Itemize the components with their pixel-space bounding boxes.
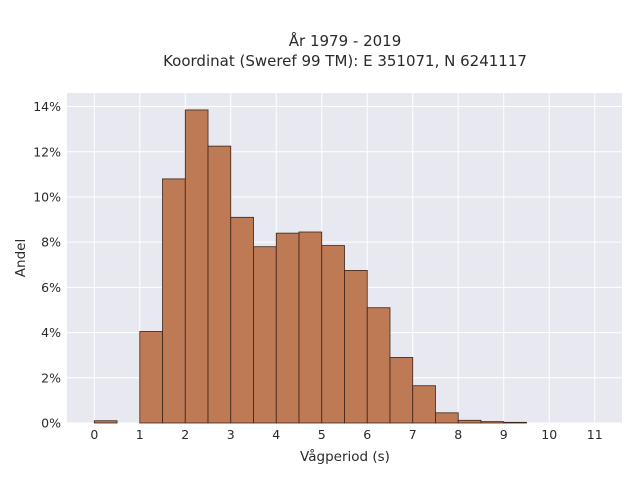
y-tick-label: 8% [41, 235, 61, 250]
y-tick-label: 2% [41, 370, 61, 385]
x-tick-label: 11 [587, 427, 603, 442]
histogram-bar [457, 419, 482, 424]
chart-title-line2: Koordinat (Sweref 99 TM): E 351071, N 62… [163, 52, 527, 70]
histogram-bar [184, 109, 209, 424]
x-tick-label: 7 [409, 427, 417, 442]
y-tick-label: 4% [41, 325, 61, 340]
x-axis-ticks: 0 1 2 3 4 5 6 7 8 9 10 11 [90, 427, 602, 442]
histogram-bar [207, 145, 232, 424]
y-tick-label: 6% [41, 280, 61, 295]
x-tick-label: 5 [318, 427, 326, 442]
y-tick-label: 10% [33, 189, 61, 204]
y-tick-label: 12% [33, 144, 61, 159]
histogram-bar [366, 307, 391, 424]
histogram-bar [93, 420, 118, 424]
y-axis-ticks: 0% 2% 4% 6% 8% 10% 12% 14% [33, 99, 61, 430]
chart-title-line1: År 1979 - 2019 [289, 31, 402, 50]
x-tick-label: 2 [181, 427, 189, 442]
histogram-bar [344, 270, 368, 424]
histogram-bar [412, 385, 436, 424]
histogram-bar [275, 232, 300, 424]
y-tick-label: 0% [41, 416, 61, 431]
histogram-bar [139, 331, 163, 424]
histogram-bar [435, 412, 459, 424]
histogram-bar [298, 231, 323, 424]
x-tick-label: 10 [541, 427, 557, 442]
x-tick-label: 8 [454, 427, 462, 442]
histogram-bar [389, 357, 414, 424]
bars [93, 109, 527, 424]
histogram-bar [253, 246, 277, 424]
x-axis-label: Vågperiod (s) [300, 448, 390, 465]
y-axis-label: Andel [13, 239, 29, 277]
histogram-bar [230, 216, 254, 424]
y-tick-label: 14% [33, 99, 61, 114]
histogram-bar [162, 178, 186, 424]
x-tick-label: 1 [136, 427, 144, 442]
histogram-bar [321, 245, 345, 424]
x-tick-label: 6 [363, 427, 371, 442]
x-tick-label: 0 [90, 427, 98, 442]
x-tick-label: 4 [272, 427, 280, 442]
x-tick-label: 3 [227, 427, 235, 442]
histogram-bar [503, 421, 527, 424]
x-tick-label: 9 [500, 427, 508, 442]
histogram-bar [480, 421, 505, 424]
